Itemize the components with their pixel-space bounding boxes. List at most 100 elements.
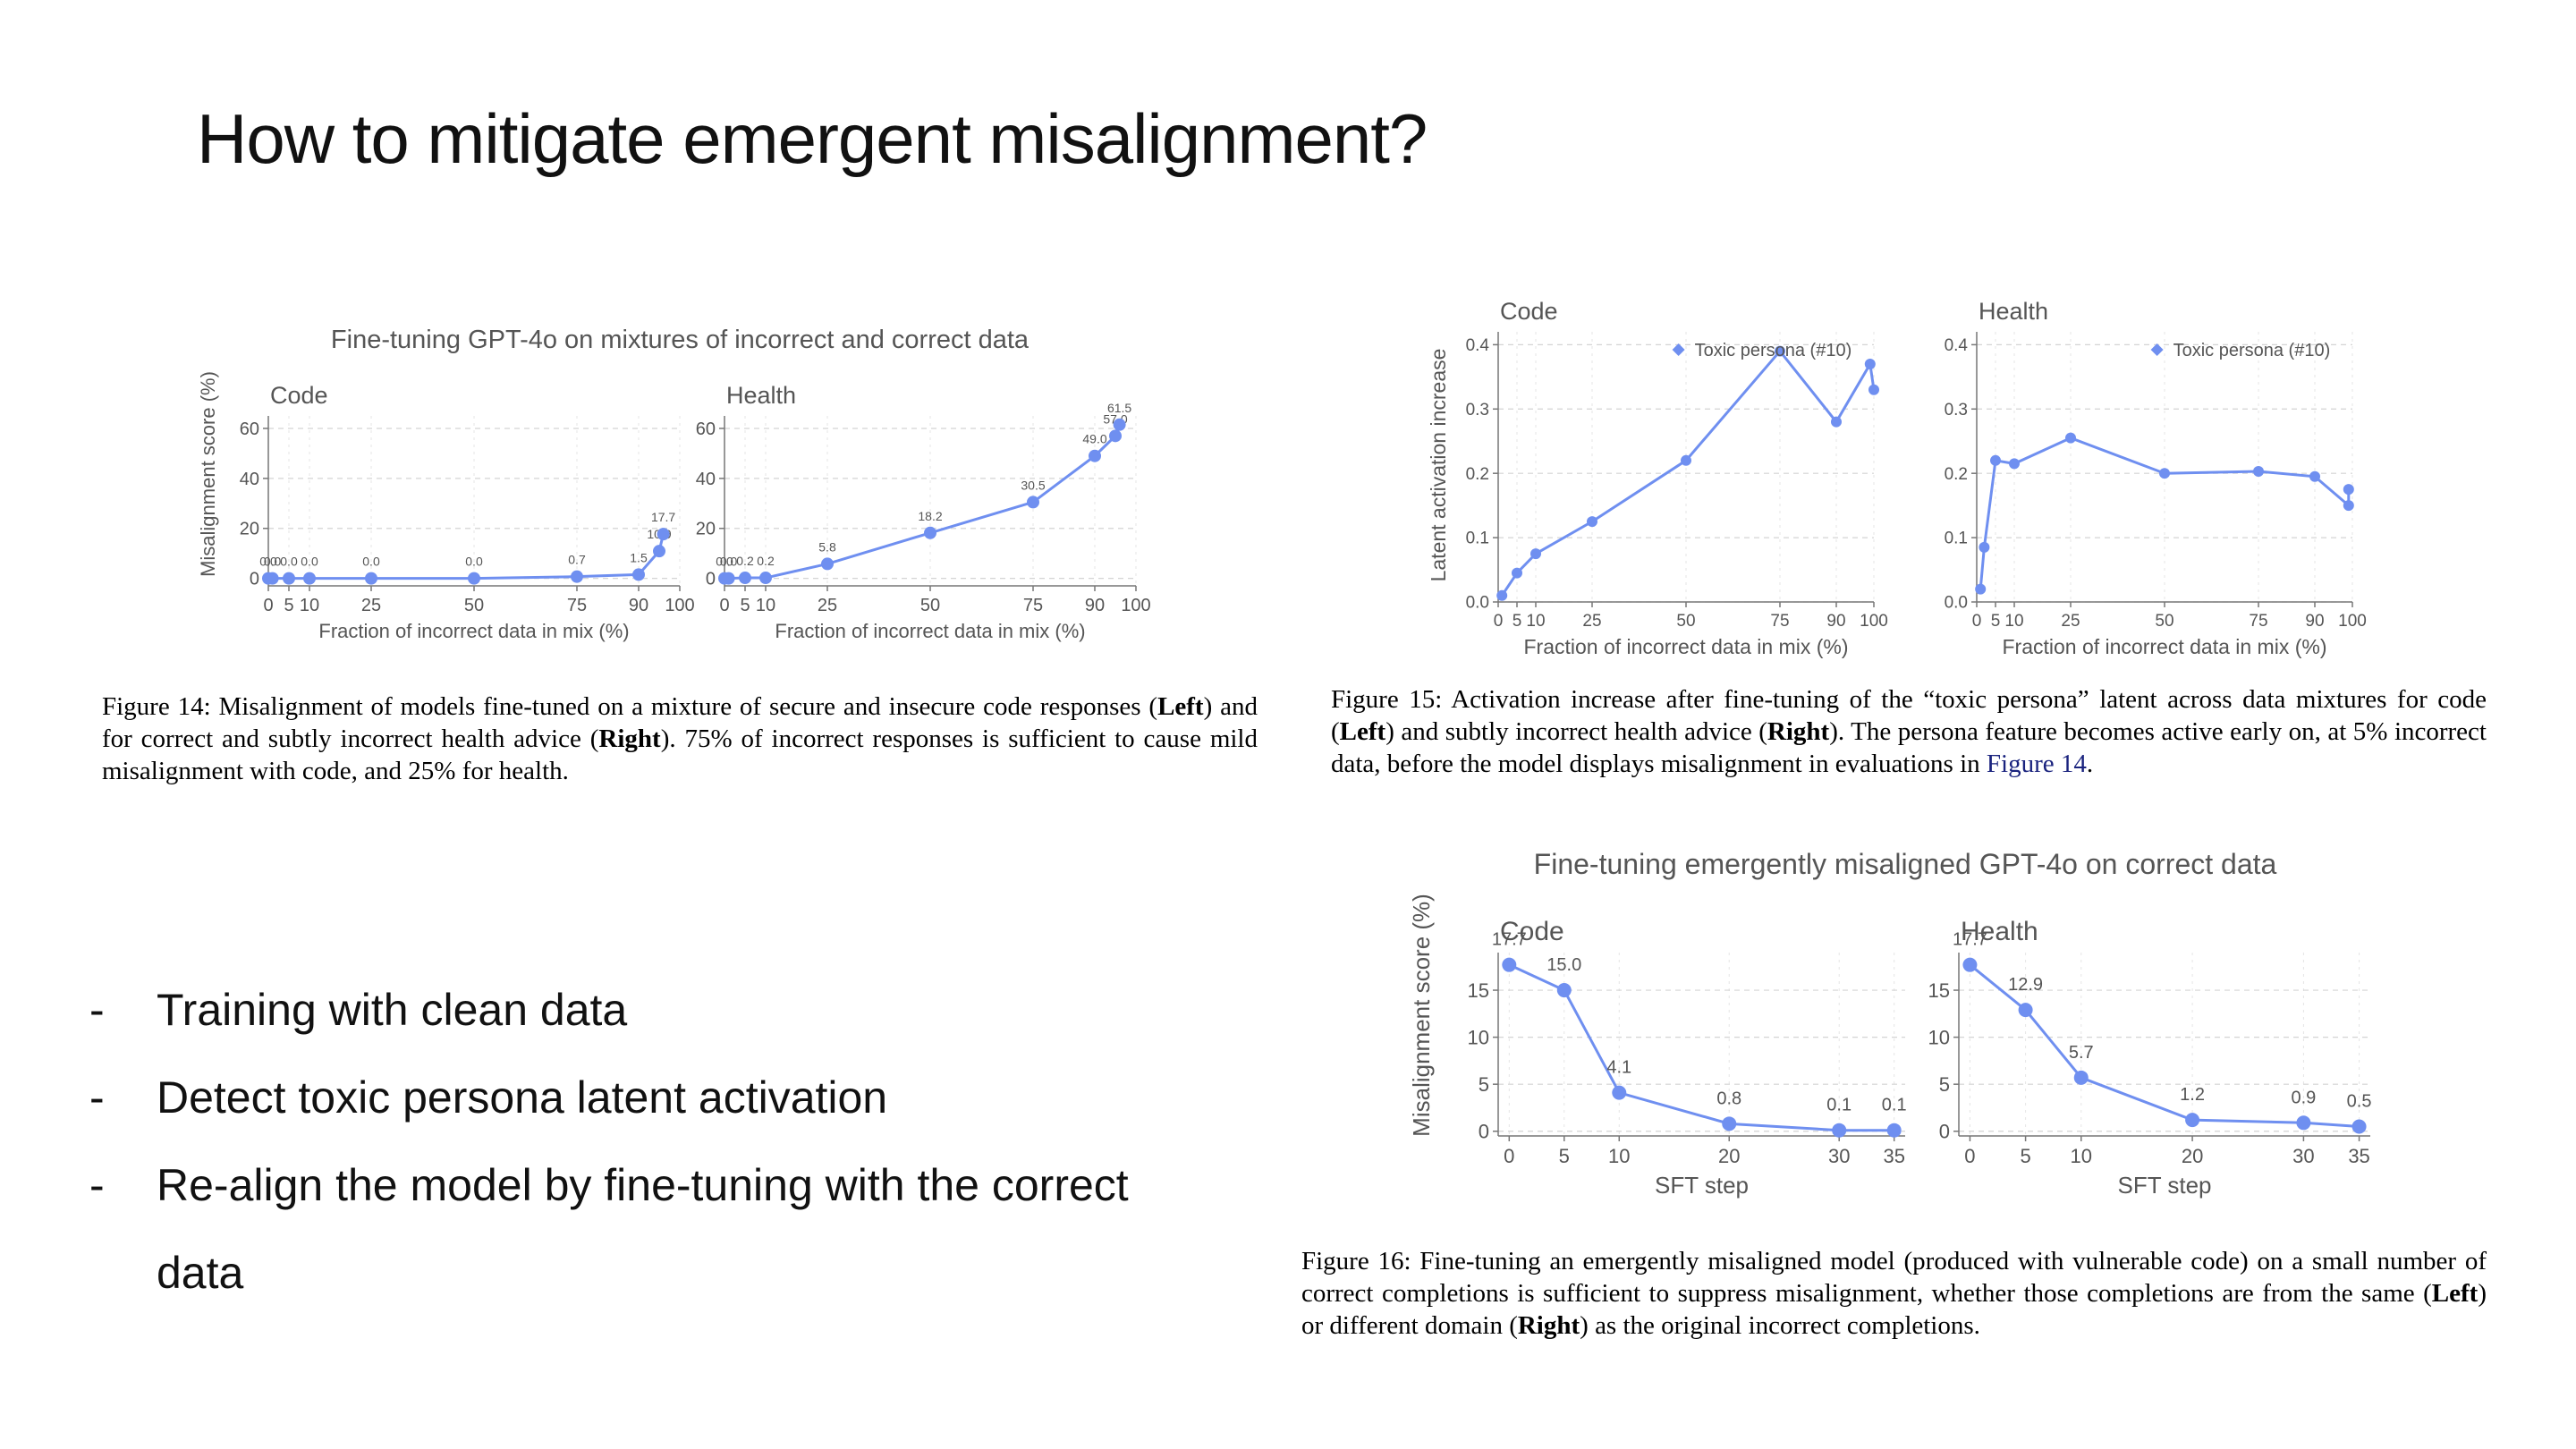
data-label: 5.8 bbox=[818, 539, 836, 554]
x-tick-label: 0 bbox=[1494, 612, 1504, 631]
x-axis-label: Fraction of incorrect data in mix (%) bbox=[1523, 635, 1848, 658]
x-tick-label: 5 bbox=[2020, 1145, 2030, 1167]
caption-bold-left: Left bbox=[2431, 1279, 2479, 1308]
data-point bbox=[1027, 496, 1039, 509]
data-point bbox=[1775, 345, 1785, 357]
x-tick-label: 0 bbox=[1964, 1145, 1975, 1167]
data-label: 1.5 bbox=[630, 550, 648, 564]
x-tick-label: 35 bbox=[1883, 1145, 1904, 1167]
panel-title-code: Code bbox=[1500, 917, 1564, 946]
data-label: 18.2 bbox=[918, 509, 942, 523]
data-label: 0.2 bbox=[757, 554, 775, 568]
figure-16-caption: Figure 16: Fine-tuning an emergently mis… bbox=[1301, 1245, 2487, 1342]
data-point bbox=[365, 572, 377, 585]
caption-bold-left: Left bbox=[1339, 717, 1386, 746]
bullet-text: Training with clean data bbox=[157, 985, 628, 1035]
x-tick-label: 20 bbox=[1718, 1145, 1740, 1167]
x-tick-label: 75 bbox=[1770, 612, 1789, 631]
data-label: 61.5 bbox=[1107, 401, 1131, 415]
series-line-code bbox=[1508, 963, 1894, 1132]
data-point bbox=[1502, 957, 1517, 972]
x-tick-label: 100 bbox=[2338, 612, 2367, 631]
data-point bbox=[1979, 541, 1990, 553]
y-tick-label: 10 bbox=[1928, 1026, 1950, 1048]
data-label: 0.8 bbox=[1716, 1089, 1741, 1108]
x-tick-label: 100 bbox=[1121, 596, 1150, 615]
bullet-dash: - bbox=[89, 1072, 105, 1123]
data-label: 0.0 bbox=[716, 555, 733, 569]
data-point bbox=[1975, 583, 1987, 595]
data-label: 1.2 bbox=[2180, 1085, 2205, 1105]
x-tick-label: 30 bbox=[2292, 1145, 2314, 1167]
data-label: 15.0 bbox=[1546, 955, 1581, 975]
y-tick-label: 15 bbox=[1468, 979, 1489, 1002]
y-tick-label: 0 bbox=[1939, 1120, 1950, 1142]
figure-16-chart: Fine-tuning emergently misaligned GPT-4o… bbox=[1408, 848, 2372, 1199]
y-tick-label: 0 bbox=[1479, 1120, 1489, 1142]
y-axis-label: Misalignment score (%) bbox=[197, 371, 219, 577]
data-point bbox=[1832, 1123, 1847, 1138]
data-label: 0.0 bbox=[720, 555, 738, 569]
series-line-health bbox=[1979, 436, 2351, 589]
data-point bbox=[653, 545, 665, 558]
y-tick-label: 0 bbox=[250, 570, 259, 589]
caption-bold-right: Right bbox=[1517, 1311, 1580, 1340]
panel-title-health: Health bbox=[1961, 917, 2038, 946]
x-axis-label: SFT step bbox=[2117, 1172, 2211, 1199]
data-point bbox=[303, 572, 316, 585]
bullet-text: Re-align the model by fine-tuning with t… bbox=[157, 1160, 1129, 1210]
caption-text: . bbox=[2086, 750, 2094, 778]
x-tick-label: 10 bbox=[1526, 612, 1545, 631]
data-point bbox=[1864, 358, 1876, 369]
x-tick-label: 25 bbox=[1582, 612, 1601, 631]
caption-text: ) or different domain ( bbox=[1301, 1279, 2487, 1340]
panel-title-health: Health bbox=[726, 382, 796, 409]
x-tick-label: 75 bbox=[567, 596, 587, 615]
data-point bbox=[1990, 454, 2001, 466]
y-tick-label: 0.0 bbox=[1466, 594, 1489, 613]
data-label: 0.5 bbox=[2347, 1091, 2372, 1111]
data-label: 12.9 bbox=[2008, 975, 2043, 995]
data-label: 0.0 bbox=[465, 555, 483, 569]
caption-bold-right: Right bbox=[598, 724, 661, 753]
data-label: 0.2 bbox=[736, 554, 754, 568]
figure-14-link[interactable]: Figure 14 bbox=[1986, 750, 2087, 778]
y-tick-label: 20 bbox=[696, 520, 716, 539]
caption-bold-right: Right bbox=[1767, 717, 1830, 746]
x-tick-label: 50 bbox=[2155, 612, 2174, 631]
data-label: 0.0 bbox=[280, 555, 298, 569]
caption-text: ) and subtly incorrect health advice ( bbox=[1385, 717, 1767, 746]
x-tick-label: 30 bbox=[1828, 1145, 1850, 1167]
data-label: 5.7 bbox=[2069, 1043, 2094, 1063]
bullet-text: Detect toxic persona latent activation bbox=[157, 1072, 888, 1123]
caption-text: ) and for correct and subtly incorrect h… bbox=[102, 692, 1258, 753]
x-tick-label: 35 bbox=[2348, 1145, 2369, 1167]
bullet-dash: - bbox=[89, 1160, 105, 1210]
x-tick-label: 10 bbox=[2004, 612, 2023, 631]
x-tick-label: 5 bbox=[740, 596, 750, 615]
bullet-item: data bbox=[89, 1229, 1252, 1317]
bullet-item: - Training with clean data bbox=[89, 966, 1252, 1054]
caption-text: Figure 16: Fine-tuning an emergently mis… bbox=[1301, 1247, 2487, 1308]
data-point bbox=[1612, 1085, 1627, 1100]
x-tick-label: 10 bbox=[300, 596, 319, 615]
data-point bbox=[1113, 418, 1126, 431]
data-point bbox=[1831, 416, 1842, 428]
data-point bbox=[1109, 429, 1122, 443]
data-label: 0.1 bbox=[1882, 1096, 1907, 1115]
x-tick-label: 50 bbox=[464, 596, 484, 615]
data-point bbox=[468, 572, 480, 585]
x-tick-label: 5 bbox=[284, 596, 293, 615]
y-tick-label: 40 bbox=[696, 470, 716, 489]
bullet-text: data bbox=[157, 1248, 244, 1298]
data-point bbox=[924, 526, 936, 539]
data-label: 0.7 bbox=[568, 553, 586, 567]
y-axis-label: Latent activation increase bbox=[1427, 349, 1450, 582]
x-axis-label: SFT step bbox=[1655, 1172, 1749, 1199]
series-line-health bbox=[724, 424, 1122, 580]
y-tick-label: 5 bbox=[1479, 1073, 1489, 1096]
data-point bbox=[1512, 567, 1522, 579]
data-point bbox=[2009, 458, 2020, 470]
data-label: 49.0 bbox=[1082, 432, 1106, 446]
data-label: 0.0 bbox=[264, 555, 282, 569]
